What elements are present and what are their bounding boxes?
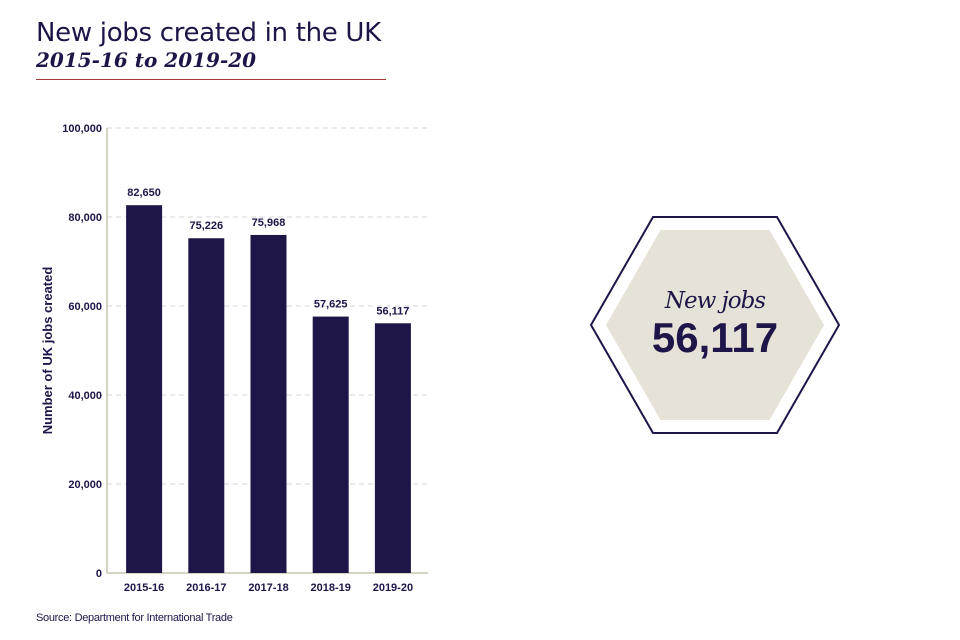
page-subtitle: 2015-16 to 2019-20	[36, 48, 257, 72]
data-label: 82,650	[127, 187, 161, 199]
bar-chart: 0 20,000 40,000 60,000 80,000 100,000 82,650 20…	[40, 123, 428, 594]
x-tick-label: 2015-16	[124, 582, 164, 594]
x-tick-label: 2019-20	[373, 582, 413, 594]
y-tick-label: 80,000	[68, 212, 102, 224]
data-label: 75,226	[189, 220, 223, 232]
hexagon-fill	[606, 230, 824, 420]
labels: 0 20,000 40,000 60,000 80,000 100,000 82,650 20…	[62, 123, 413, 594]
y-axis-label: Number of UK jobs created	[40, 267, 55, 435]
data-label: 57,625	[314, 299, 348, 311]
data-label: 75,968	[252, 217, 286, 229]
bar	[188, 238, 225, 573]
y-tick-label: 60,000	[68, 301, 102, 313]
hexagon-outline	[589, 216, 841, 434]
bars	[126, 205, 411, 574]
bar	[312, 316, 349, 573]
callout-value: 56,117	[651, 314, 779, 361]
x-tick-label: 2017-18	[248, 582, 288, 594]
y-tick-label: 0	[96, 568, 102, 580]
y-tick-label: 100,000	[62, 123, 102, 135]
hexagon-callout	[589, 216, 841, 434]
x-tick-label: 2016-17	[186, 582, 226, 594]
callout-label: New jobs	[664, 288, 766, 314]
source-note: Source: Department for International Tra…	[36, 612, 233, 624]
bar	[374, 323, 411, 573]
y-tick-label: 40,000	[68, 390, 102, 402]
x-tick-label: 2018-19	[311, 582, 351, 594]
bar	[126, 205, 163, 573]
bar	[250, 234, 287, 574]
data-label: 56,117	[376, 305, 409, 317]
title-divider	[36, 79, 386, 80]
page-title: New jobs created in the UK	[36, 18, 381, 48]
y-tick-label: 20,000	[68, 479, 102, 491]
